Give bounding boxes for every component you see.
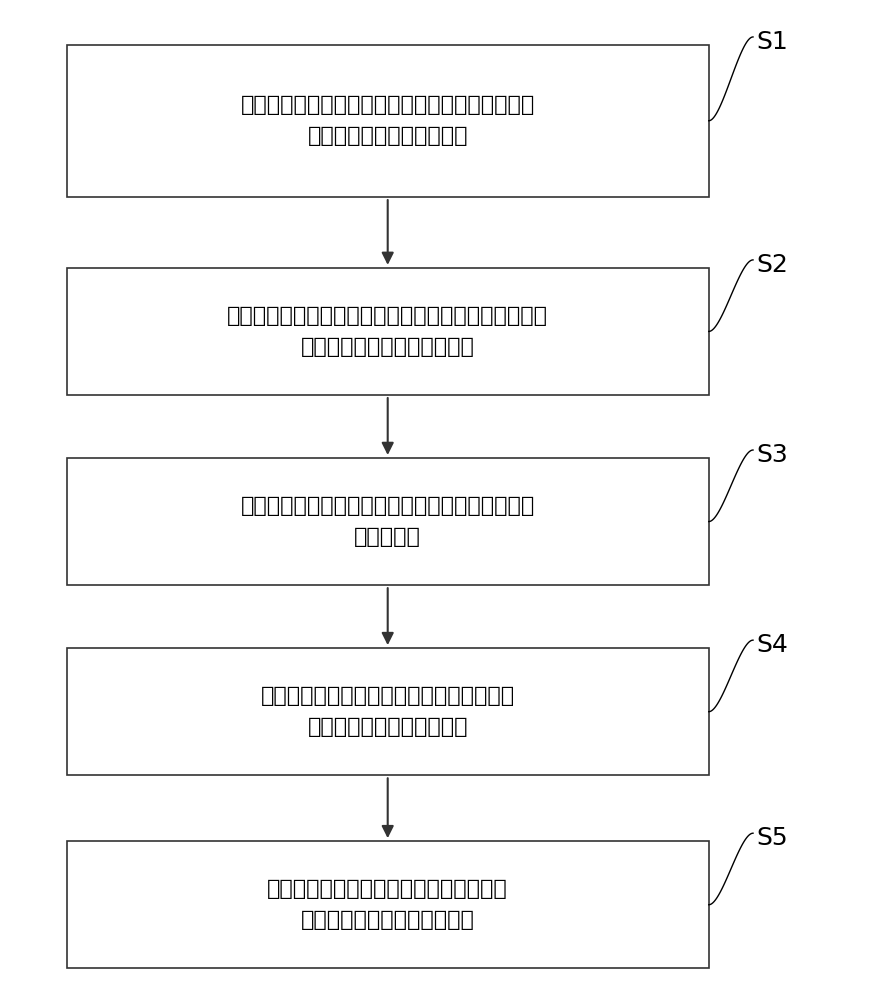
Bar xyxy=(66,268,709,395)
Bar xyxy=(66,841,709,968)
Bar xyxy=(66,458,709,585)
Text: 用户负荷预约模块将用户反馈的信息传输给数据中
心处理模块: 用户负荷预约模块将用户反馈的信息传输给数据中 心处理模块 xyxy=(241,496,535,547)
Text: 负荷控制模块根据控制指令在对应的高峰
时段对用户进行用电负荷调控: 负荷控制模块根据控制指令在对应的高峰 时段对用户进行用电负荷调控 xyxy=(268,879,508,930)
Bar xyxy=(66,648,709,775)
Text: S1: S1 xyxy=(757,30,789,54)
Text: S4: S4 xyxy=(757,633,789,657)
Text: 数据中心处理模块对接受预约的用户对应的
负荷控制模块发送控制指令: 数据中心处理模块对接受预约的用户对应的 负荷控制模块发送控制指令 xyxy=(260,686,515,737)
Bar xyxy=(66,45,709,197)
Text: S3: S3 xyxy=(757,443,789,467)
Text: S2: S2 xyxy=(757,253,789,277)
Text: S5: S5 xyxy=(757,826,789,850)
Text: 数据中心处理模块通过用户负荷预约模块向用电高峰期
的用电用户发送负荷调控预约: 数据中心处理模块通过用户负荷预约模块向用电高峰期 的用电用户发送负荷调控预约 xyxy=(227,306,548,357)
Text: 数据采集模块采集用户用电负荷数据，将采集的数
据传输给数据中心处理模块: 数据采集模块采集用户用电负荷数据，将采集的数 据传输给数据中心处理模块 xyxy=(241,95,535,146)
